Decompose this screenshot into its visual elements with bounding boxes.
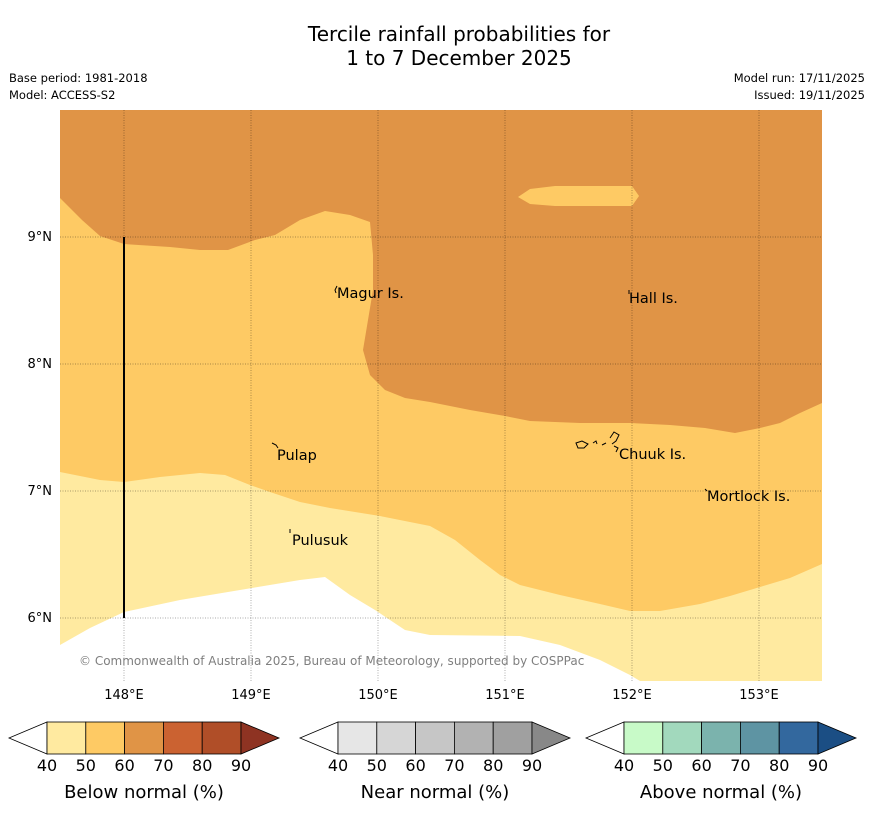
colorbar-near-over [531, 721, 572, 755]
colorbar-near-under [298, 721, 339, 755]
colorbar-above-tick: 80 [769, 756, 789, 775]
lat-label-9n: 9°N [28, 230, 53, 245]
colorbar-below-tick: 40 [37, 756, 57, 775]
meta-left: Base period: 1981-2018 Model: ACCESS-S2 [9, 70, 148, 104]
colorbar-below-under [7, 721, 48, 755]
colorbar-near-tick: 60 [405, 756, 425, 775]
colorbar-below-segment [162, 721, 203, 755]
colorbar-above-segment [623, 721, 664, 755]
place-label-chuuk: Chuuk Is. [619, 447, 686, 463]
lon-label-150e: 150°E [358, 688, 398, 703]
colorbar-below: 40 50 60 70 80 90 Below normal (%) [7, 721, 281, 803]
base-period: Base period: 1981-2018 [9, 71, 148, 85]
issued-date: Issued: 19/11/2025 [754, 88, 865, 102]
colorbar-below-tick: 90 [231, 756, 251, 775]
lat-label-6n: 6°N [28, 611, 53, 626]
colorbar-below-label: Below normal (%) [64, 782, 224, 803]
colorbar-above-over [817, 721, 858, 755]
colorbar-above-segment [662, 721, 702, 755]
pulap-island-shape [271, 442, 279, 449]
colorbar-above-tick: 70 [730, 756, 750, 775]
island-outlines [271, 285, 708, 533]
colorbar-below-tick: 60 [114, 756, 134, 775]
colorbar-below-segment [124, 721, 164, 755]
colorbar-near-segment [492, 721, 533, 755]
region-no-dominant [60, 577, 640, 681]
place-label-hall: Hall Is. [629, 291, 678, 307]
colorbar-near-tick: 40 [328, 756, 348, 775]
colorbar-above-segment [778, 721, 819, 755]
lon-label-149e: 149°E [231, 688, 271, 703]
colorbar-near-tick: 70 [444, 756, 464, 775]
lon-label-148e: 148°E [104, 688, 144, 703]
chart-title: Tercile rainfall probabilities for 1 to … [0, 22, 873, 70]
place-label-pulap: Pulap [277, 448, 317, 464]
lon-label-152e: 152°E [612, 688, 652, 703]
colorbar-above-under [584, 721, 625, 755]
colorbar-above-label: Above normal (%) [640, 782, 802, 803]
colorbar-above-tick: 50 [653, 756, 673, 775]
colorbar-near: 40 50 60 70 80 90 Near normal (%) [298, 721, 572, 803]
meta-right: Model run: 17/11/2025 Issued: 19/11/2025 [734, 70, 865, 104]
colorbar-near-label: Near normal (%) [361, 782, 510, 803]
title-line-2: 1 to 7 December 2025 [346, 46, 572, 70]
colorbar-below-segment [85, 721, 126, 755]
colorbar-near-segment [415, 721, 455, 755]
magur-island-shape [334, 285, 338, 294]
lon-label-153e: 153°E [739, 688, 779, 703]
colorbar-below-tick: 80 [192, 756, 212, 775]
colorbar-below-segment [201, 721, 242, 755]
colorbar-above-segment [701, 721, 741, 755]
lon-label-151e: 151°E [485, 688, 525, 703]
patch-below-normal-50-60 [518, 186, 639, 206]
place-label-mortlock: Mortlock Is. [707, 489, 790, 505]
legend-group: 40 50 60 70 80 90 Below normal (%) 40 50 60 70 80 90… [7, 721, 858, 803]
colorbar-near-segment [453, 721, 494, 755]
colorbar-below-segment [46, 721, 87, 755]
model-run: Model run: 17/11/2025 [733, 71, 865, 85]
colorbar-below-tick: 70 [153, 756, 173, 775]
map-area [60, 110, 822, 681]
copyright-notice: © Commonwealth of Australia 2025, Bureau… [79, 654, 584, 668]
colorbar-above-tick: 60 [691, 756, 711, 775]
place-label-pulusuk: Pulusuk [292, 533, 349, 549]
place-label-magur: Magur Is. [337, 286, 404, 302]
lat-label-8n: 8°N [28, 357, 53, 372]
colorbar-above: 40 50 60 70 80 90 Above normal (%) [584, 721, 858, 803]
mortlock-island-shape [704, 488, 708, 492]
colorbar-above-segment [740, 721, 780, 755]
colorbar-near-segment [337, 721, 378, 755]
colorbar-below-over [240, 721, 281, 755]
title-line-1: Tercile rainfall probabilities for [307, 22, 611, 46]
lat-label-7n: 7°N [28, 484, 53, 499]
colorbar-near-tick: 90 [522, 756, 542, 775]
colorbar-above-tick: 90 [808, 756, 828, 775]
colorbar-below-tick: 50 [76, 756, 96, 775]
colorbar-near-segment [376, 721, 416, 755]
model-name: Model: ACCESS-S2 [9, 88, 116, 102]
chuuk-lagoon-shape [575, 431, 620, 453]
colorbar-above-tick: 40 [614, 756, 634, 775]
colorbar-near-tick: 50 [367, 756, 387, 775]
colorbar-near-tick: 80 [483, 756, 503, 775]
